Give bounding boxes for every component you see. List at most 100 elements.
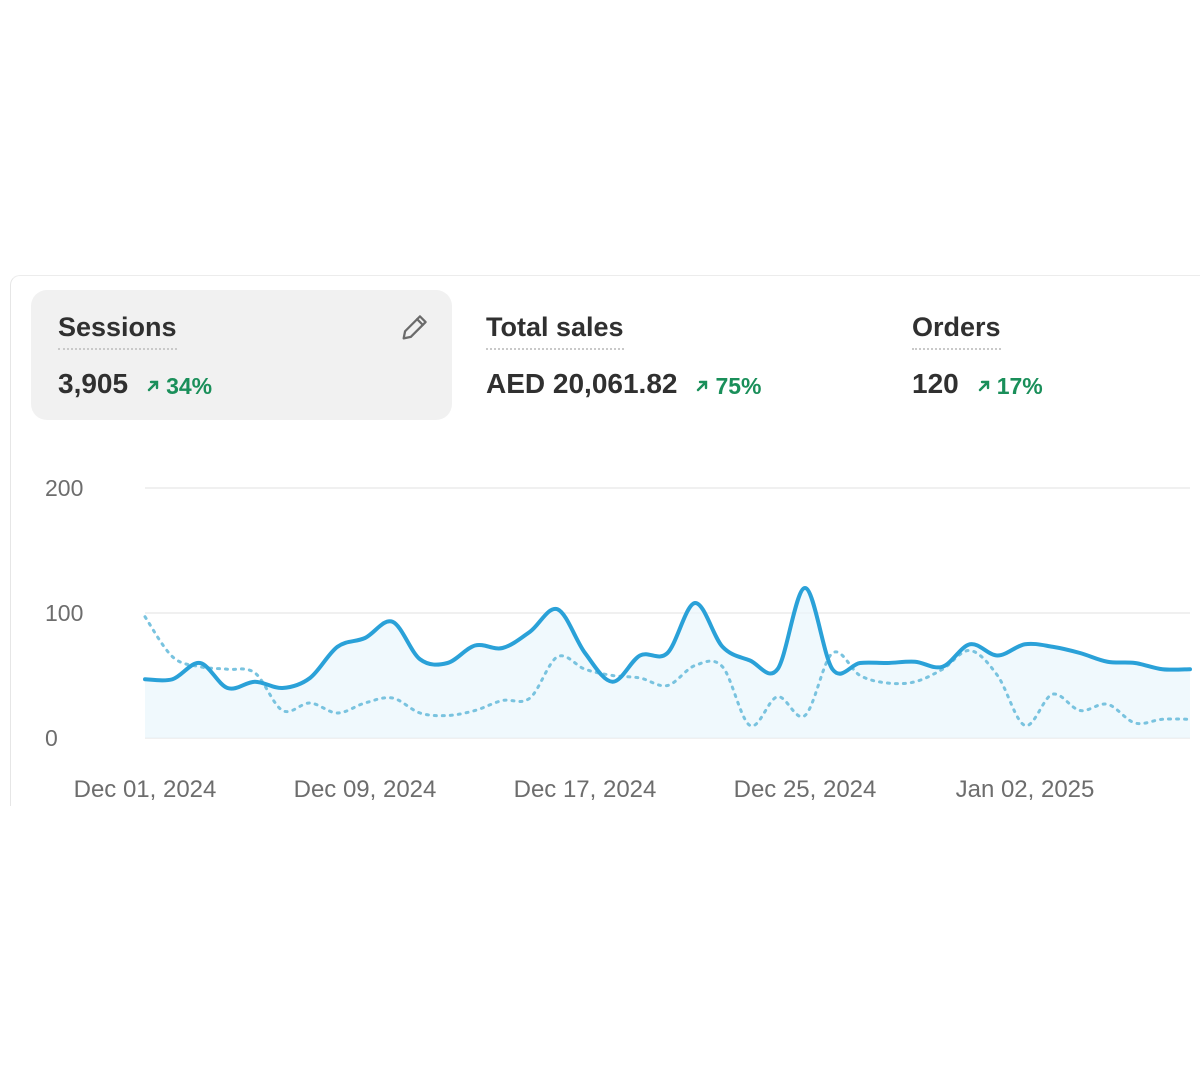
metric-card-orders[interactable]: Orders 120 17% xyxy=(885,290,1185,420)
data-point-comparison xyxy=(392,697,394,699)
data-point-comparison xyxy=(254,672,256,674)
data-point-comparison xyxy=(227,668,229,670)
data-point-current xyxy=(337,646,339,648)
data-point-comparison xyxy=(1107,703,1109,705)
data-point-current xyxy=(1134,662,1136,664)
data-point-comparison xyxy=(722,666,724,668)
data-point-current xyxy=(1107,661,1109,663)
metric-card-total-sales[interactable]: Total sales AED 20,061.82 75% xyxy=(459,290,879,420)
data-point-current xyxy=(227,687,229,689)
data-point-comparison xyxy=(337,712,339,714)
data-point-current xyxy=(447,662,449,664)
data-point-comparison xyxy=(694,665,696,667)
metric-value: 3,905 xyxy=(58,368,129,399)
data-point-comparison xyxy=(172,656,174,658)
data-point-current xyxy=(694,602,696,604)
data-point-comparison xyxy=(887,682,889,684)
x-tick-label: Dec 09, 2024 xyxy=(294,776,437,803)
data-point-comparison xyxy=(364,702,366,704)
data-point-current xyxy=(392,621,394,623)
metric-value-row: 120 17% xyxy=(912,368,1043,400)
data-point-comparison xyxy=(749,725,751,727)
data-point-current xyxy=(887,662,889,664)
x-tick-label: Dec 17, 2024 xyxy=(514,776,657,803)
data-point-current xyxy=(144,678,146,680)
data-point-current xyxy=(969,643,971,645)
data-point-current xyxy=(612,681,614,683)
trend-up-icon xyxy=(146,379,160,393)
data-point-comparison xyxy=(529,697,531,699)
data-point-current xyxy=(639,655,641,657)
data-point-current xyxy=(832,668,834,670)
data-point-comparison xyxy=(584,668,586,670)
data-point-current xyxy=(172,678,174,680)
metric-card-sessions[interactable]: Sessions 3,905 34% xyxy=(31,290,452,420)
data-point-comparison xyxy=(914,681,916,683)
y-tick-label: 100 xyxy=(45,600,83,626)
data-point-current xyxy=(254,681,256,683)
x-tick-label: Jan 02, 2025 xyxy=(956,776,1095,803)
metric-title[interactable]: Total sales xyxy=(486,312,624,350)
data-point-current xyxy=(997,655,999,657)
data-point-current xyxy=(777,668,779,670)
pencil-icon[interactable] xyxy=(398,310,432,349)
data-point-current xyxy=(1024,643,1026,645)
data-point-comparison xyxy=(612,675,614,677)
chart-series xyxy=(143,586,1192,738)
data-point-current xyxy=(804,587,806,589)
data-point-current xyxy=(529,631,531,633)
data-point-current xyxy=(199,662,201,664)
data-point-comparison xyxy=(1024,725,1026,727)
data-point-current xyxy=(474,645,476,647)
data-point-current xyxy=(1079,652,1081,654)
data-point-comparison xyxy=(777,696,779,698)
data-point-comparison xyxy=(1079,710,1081,712)
data-point-comparison xyxy=(639,677,641,679)
data-point-current xyxy=(667,652,669,654)
data-point-comparison xyxy=(474,710,476,712)
data-point-comparison xyxy=(804,715,806,717)
metric-change-value: 75% xyxy=(715,372,762,399)
y-tick-label: 200 xyxy=(45,475,83,501)
data-point-comparison xyxy=(1189,718,1191,720)
metric-change: 34% xyxy=(146,373,212,400)
metric-title[interactable]: Orders xyxy=(912,312,1001,350)
data-point-current xyxy=(722,646,724,648)
data-point-comparison xyxy=(1052,693,1054,695)
metric-title[interactable]: Sessions xyxy=(58,312,177,350)
x-tick-label: Dec 01, 2024 xyxy=(74,776,217,803)
metric-change-value: 17% xyxy=(996,372,1043,399)
trend-up-icon xyxy=(977,379,991,393)
metric-change-value: 34% xyxy=(166,372,213,399)
data-point-current xyxy=(309,677,311,679)
y-axis-ticks: 200 100 0 xyxy=(45,475,83,751)
data-point-comparison xyxy=(447,715,449,717)
data-point-comparison xyxy=(969,650,971,652)
metric-value: 120 xyxy=(912,368,959,399)
data-point-comparison xyxy=(144,616,146,618)
data-point-comparison xyxy=(502,700,504,702)
data-point-current xyxy=(282,687,284,689)
data-point-current xyxy=(419,658,421,660)
data-point-comparison xyxy=(832,652,834,654)
data-point-current xyxy=(1162,668,1164,670)
x-tick-label: Dec 25, 2024 xyxy=(734,776,877,803)
data-point-current xyxy=(557,608,559,610)
series-area-current xyxy=(145,588,1190,738)
data-point-comparison xyxy=(1162,718,1164,720)
data-point-comparison xyxy=(997,675,999,677)
data-point-current xyxy=(859,662,861,664)
data-point-current xyxy=(584,652,586,654)
data-point-current xyxy=(749,660,751,662)
data-point-comparison xyxy=(199,666,201,668)
series-line-comparison xyxy=(143,615,1192,728)
data-point-comparison xyxy=(1134,722,1136,724)
y-tick-label: 0 xyxy=(45,725,58,751)
metric-value: AED 20,061.82 xyxy=(486,368,678,399)
data-point-comparison xyxy=(309,702,311,704)
data-point-current xyxy=(502,647,504,649)
data-point-current xyxy=(1189,668,1191,670)
data-point-current xyxy=(942,666,944,668)
metric-value-row: AED 20,061.82 75% xyxy=(486,368,762,400)
